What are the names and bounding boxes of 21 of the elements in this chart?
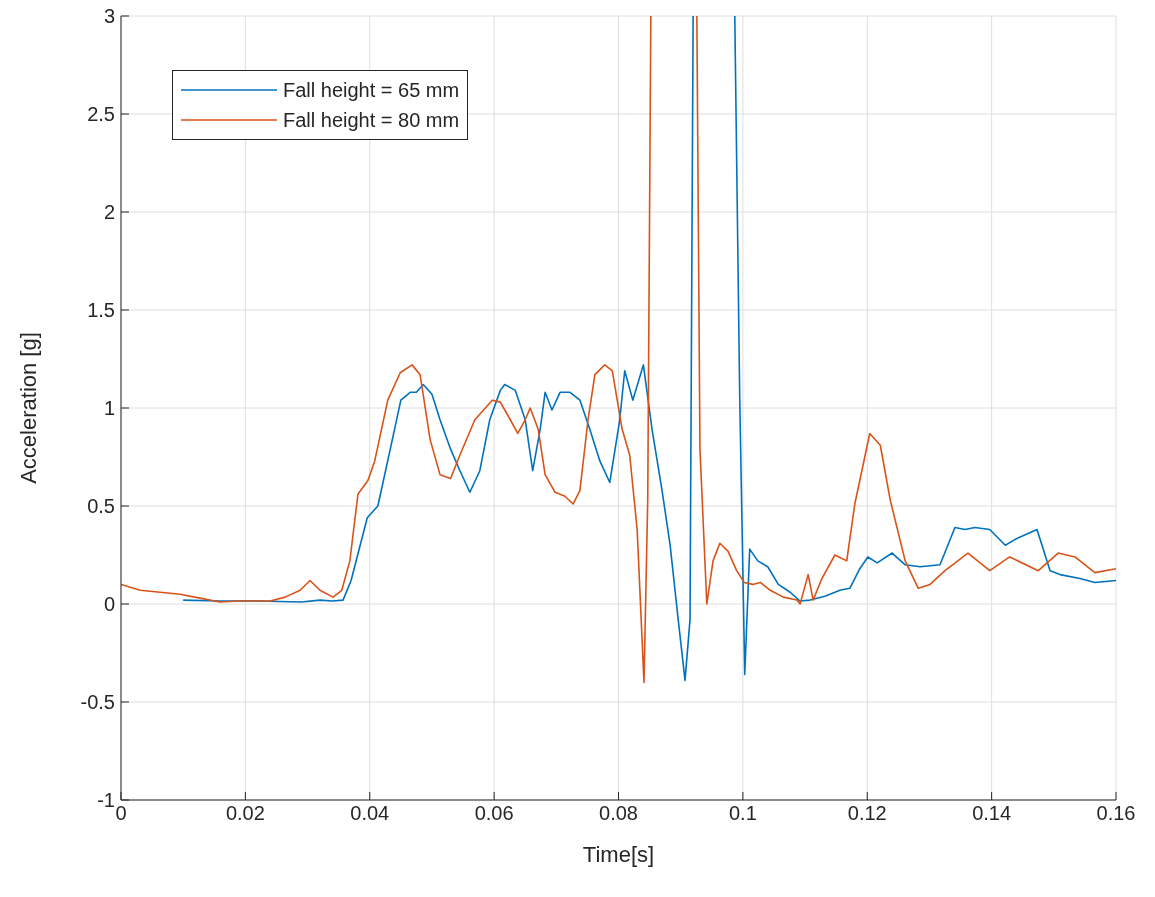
- x-tick-label: 0.14: [972, 802, 1012, 825]
- y-tick-label: -1: [97, 789, 115, 812]
- x-tick-label: 0.04: [350, 802, 390, 825]
- x-axis-title: Time[s]: [582, 842, 655, 867]
- x-tick-label: 0.1: [728, 802, 757, 825]
- x-tick-label: 0.12: [847, 802, 887, 825]
- x-tick-label: 0.02: [225, 802, 265, 825]
- x-tick-label: 0.08: [599, 802, 638, 825]
- y-tick-label: 0.5: [87, 495, 115, 518]
- y-tick-label: 2: [103, 201, 115, 224]
- legend-label: Fall height = 65 mm: [283, 78, 460, 103]
- y-tick-label: 2.5: [87, 103, 115, 126]
- y-tick-label: 1: [103, 397, 115, 420]
- y-tick-label: 0: [103, 593, 115, 616]
- y-tick-label: -0.5: [80, 691, 115, 714]
- y-tick-label: 3: [103, 5, 115, 28]
- x-tick-label: 0.06: [474, 802, 514, 825]
- y-tick-label: 1.5: [87, 299, 115, 322]
- legend-label: Fall height = 80 mm: [283, 108, 460, 133]
- y-axis-title: Acceleration [g]: [15, 332, 41, 484]
- x-tick-label: 0.16: [1096, 802, 1136, 825]
